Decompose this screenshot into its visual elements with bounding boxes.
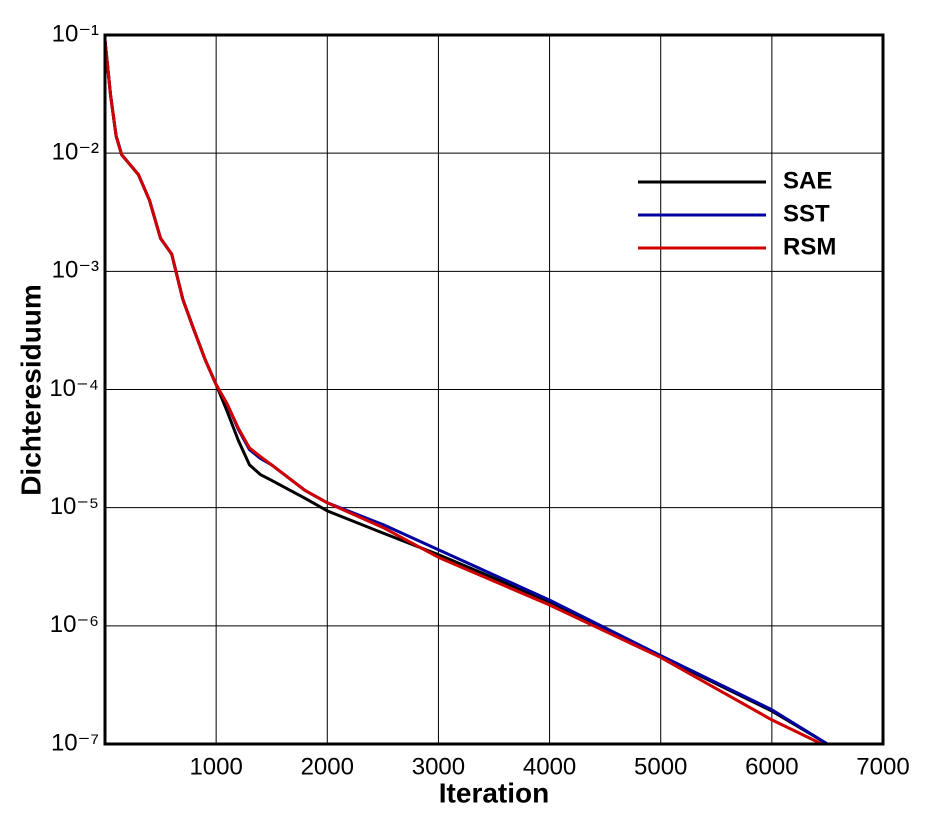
x-tick-label: 5000 xyxy=(634,753,687,780)
x-tick-label: 1000 xyxy=(189,753,242,780)
y-tick-label: 10⁻⁵ xyxy=(50,493,99,520)
x-tick-label: 4000 xyxy=(523,753,576,780)
x-tick-label: 3000 xyxy=(412,753,465,780)
line xyxy=(103,40,829,746)
plot-frame xyxy=(103,33,885,746)
line xyxy=(103,40,829,746)
y-tick-label: 10⁻³ xyxy=(52,257,99,284)
line xyxy=(103,40,823,746)
y-tick-label: 10⁻⁴ xyxy=(49,375,99,402)
x-tick-label: 6000 xyxy=(745,753,798,780)
legend-label: SAE xyxy=(783,167,832,194)
y-axis-label: Dichteresiduum xyxy=(15,284,46,496)
y-tick-label: 10⁻⁷ xyxy=(51,729,99,756)
y-tick-label: 10⁻¹ xyxy=(52,20,99,47)
legend-label: SST xyxy=(783,200,830,227)
x-tick-label: 2000 xyxy=(301,753,354,780)
y-tick-label: 10⁻⁶ xyxy=(50,611,99,638)
legend-label: RSM xyxy=(783,233,836,260)
x-tick-label: 7000 xyxy=(856,753,909,780)
x-axis-label: Iteration xyxy=(439,777,549,808)
y-tick-label: 10⁻² xyxy=(52,139,99,166)
